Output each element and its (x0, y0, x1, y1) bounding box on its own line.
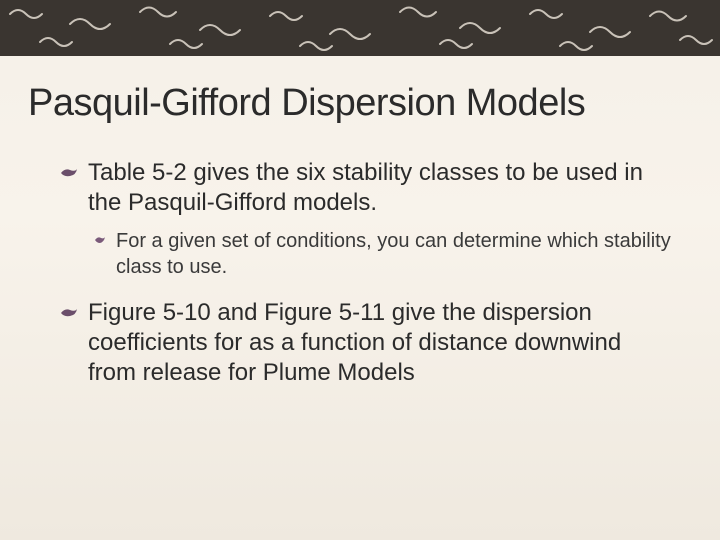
leaf-bullet-small-icon (94, 236, 106, 244)
banner-squiggles (0, 0, 720, 56)
sub-bullet-text: For a given set of conditions, you can d… (116, 230, 671, 278)
slide-body: Table 5-2 gives the six stability classe… (88, 158, 672, 402)
leaf-bullet-icon (60, 308, 78, 318)
banner (0, 0, 720, 56)
bullet-level1: Figure 5-10 and Figure 5-11 give the dis… (88, 298, 672, 388)
bullet-level2: For a given set of conditions, you can d… (116, 228, 672, 280)
bullet-text: Table 5-2 gives the six stability classe… (88, 159, 643, 216)
slide-title: Pasquil-Gifford Dispersion Models (28, 82, 692, 125)
bullet-text: Figure 5-10 and Figure 5-11 give the dis… (88, 299, 621, 386)
leaf-bullet-icon (60, 168, 78, 178)
bullet-level1: Table 5-2 gives the six stability classe… (88, 158, 672, 280)
